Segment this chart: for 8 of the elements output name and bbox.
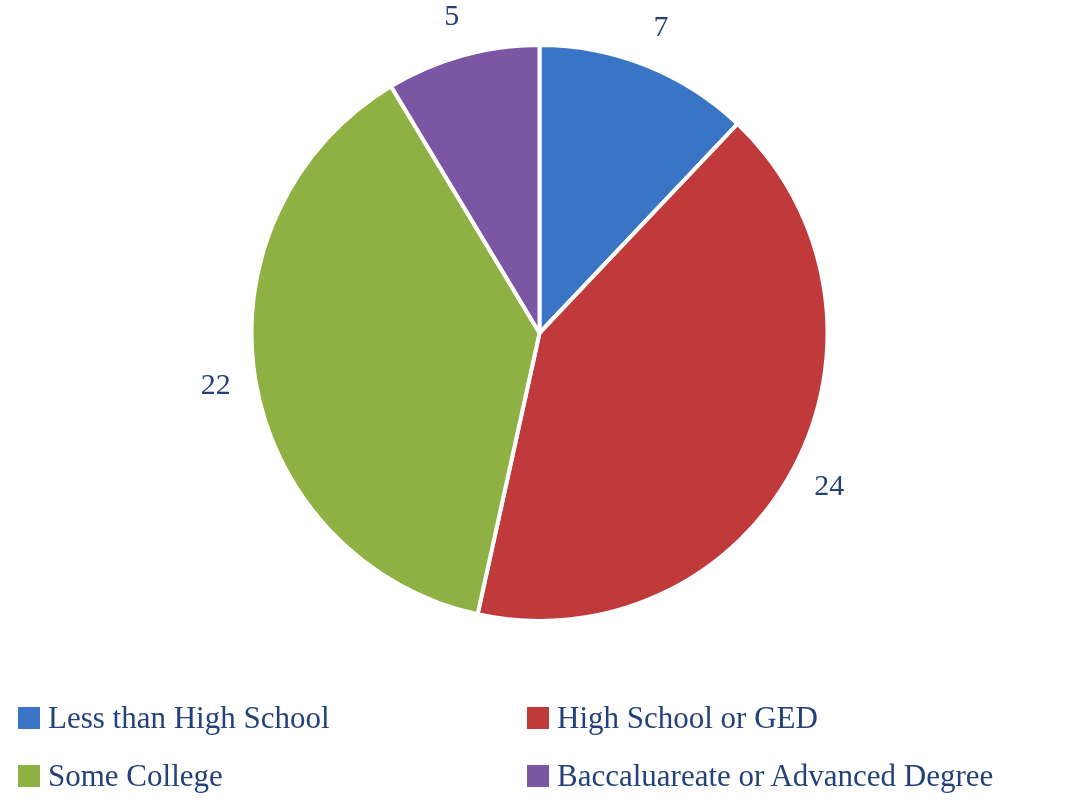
data-label: 24 — [814, 467, 845, 501]
legend-label: High School or GED — [557, 700, 818, 736]
data-label: 7 — [653, 9, 669, 43]
data-label: 5 — [444, 0, 460, 31]
data-label: 22 — [200, 366, 231, 400]
legend-label: Baccaluareate or Advanced Degree — [557, 758, 994, 794]
legend-label: Less than High School — [48, 700, 330, 736]
legend-label: Some College — [48, 758, 223, 794]
